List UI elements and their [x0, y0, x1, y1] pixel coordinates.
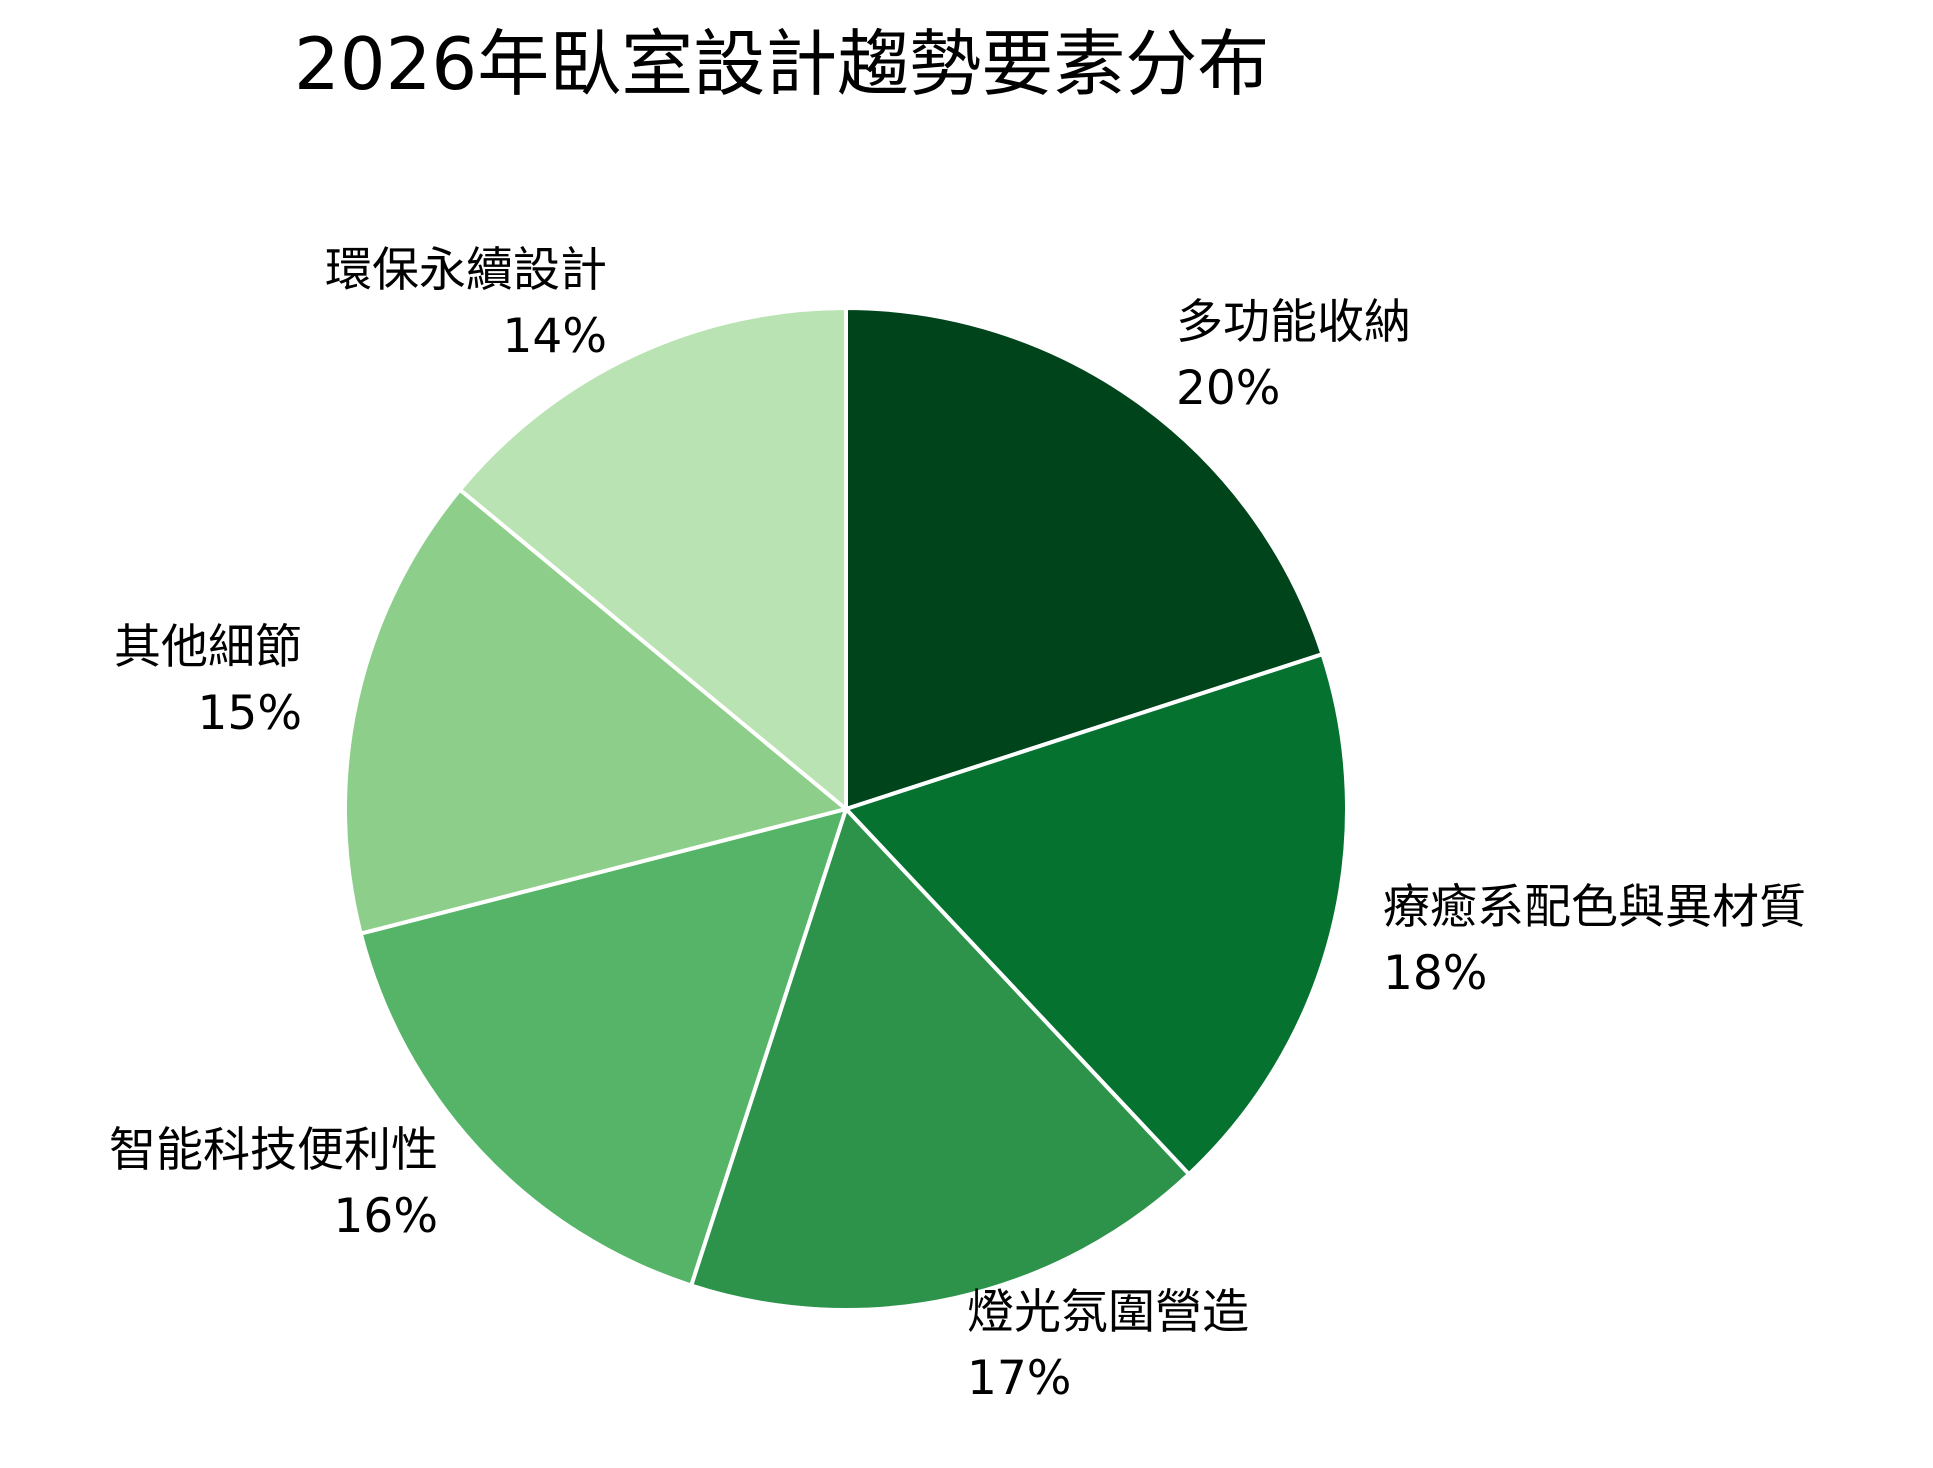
slice-label-5: 環保永續設計 14%: [325, 238, 607, 370]
slice-name: 燈光氛圍營造: [967, 1285, 1249, 1340]
pie-slice-0: [844, 306, 1325, 811]
slice-label-2: 燈光氛圍營造 17%: [967, 1280, 1249, 1412]
slice-label-4: 其他細節 15%: [114, 615, 302, 747]
slice-name: 療癒系配色與異材質: [1383, 880, 1806, 935]
pie-slice-2: [689, 807, 1191, 1312]
pie-slice-4: [343, 487, 848, 936]
pie-slice-5: [457, 306, 848, 811]
slice-percent: 20%: [1176, 361, 1281, 416]
slice-label-0: 多功能收納 20%: [1176, 290, 1411, 422]
chart-title: 2026年臥室設計趨勢要素分布: [294, 22, 1270, 106]
slice-name: 環保永續設計: [325, 243, 607, 298]
slice-percent: 18%: [1383, 946, 1488, 1001]
slice-name: 智能科技便利性: [109, 1123, 438, 1178]
slice-name: 多功能收納: [1176, 295, 1411, 350]
pie-slice-3: [358, 807, 848, 1288]
slice-percent: 17%: [967, 1351, 1072, 1406]
slice-label-1: 療癒系配色與異材質 18%: [1383, 875, 1806, 1007]
pie-slice-1: [844, 652, 1349, 1177]
slice-percent: 16%: [333, 1189, 438, 1244]
slice-percent: 14%: [502, 309, 607, 364]
slice-name: 其他細節: [114, 620, 302, 675]
slice-label-3: 智能科技便利性 16%: [109, 1118, 438, 1250]
slice-percent: 15%: [197, 686, 302, 741]
